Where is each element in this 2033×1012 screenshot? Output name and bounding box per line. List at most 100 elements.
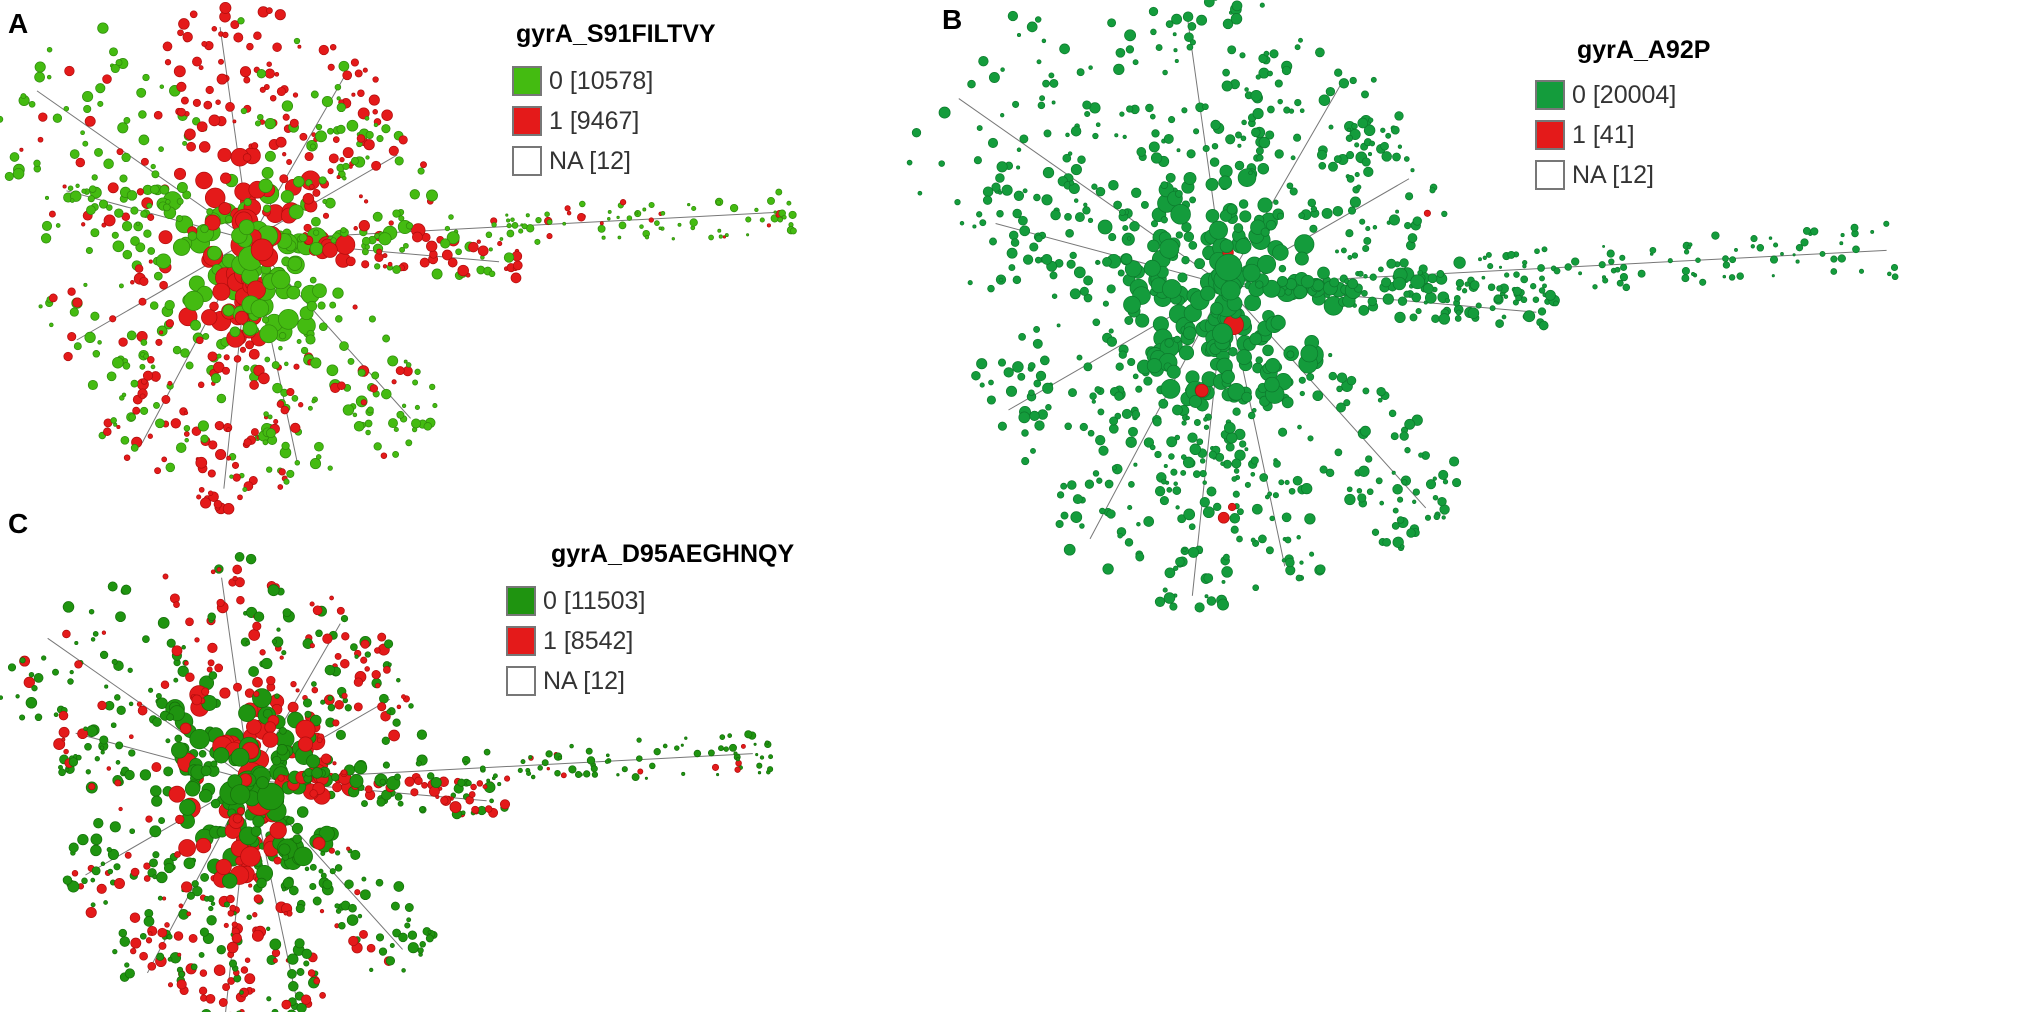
- tree-node: [68, 757, 79, 767]
- tree-node: [184, 437, 189, 443]
- tree-node: [265, 428, 276, 439]
- tree-node: [118, 283, 124, 289]
- tree-node: [271, 755, 282, 766]
- tree-node: [341, 692, 348, 699]
- tree-node: [158, 941, 167, 950]
- tree-node: [282, 608, 292, 618]
- tree-node: [281, 887, 286, 892]
- tree-node: [90, 228, 100, 238]
- tree-node: [631, 773, 640, 782]
- tree-node: [278, 345, 283, 351]
- tree-node: [256, 877, 267, 889]
- tree-node: [157, 617, 170, 629]
- tree-node: [135, 221, 140, 226]
- tree-node: [147, 433, 153, 439]
- tree-node: [20, 93, 27, 100]
- tree-node: [476, 780, 484, 787]
- tree-node: [184, 660, 189, 666]
- tree-node: [107, 868, 114, 875]
- tree-node: [91, 174, 98, 181]
- tree-node: [184, 781, 201, 797]
- tree-node: [215, 858, 232, 875]
- legend-label: 0 [11503]: [543, 586, 646, 615]
- tree-node: [163, 766, 174, 777]
- tree-node: [414, 404, 420, 410]
- tree-node: [178, 18, 190, 30]
- tree-node: [279, 726, 287, 735]
- tree-node: [44, 195, 50, 200]
- tree-node: [334, 850, 341, 856]
- tree-node: [327, 63, 335, 71]
- tree-node: [216, 598, 225, 607]
- tree-node: [693, 749, 702, 758]
- tree-node: [278, 332, 287, 340]
- tree-node: [266, 466, 273, 473]
- tree-node: [375, 933, 385, 942]
- tree-node: [269, 938, 282, 951]
- legend-item: NA [12]: [506, 661, 794, 701]
- tree-node: [116, 424, 121, 430]
- tree-node: [58, 710, 69, 721]
- tree-node: [137, 705, 148, 716]
- tree-node: [37, 136, 44, 143]
- tree-node: [58, 726, 70, 738]
- tree-node: [309, 458, 322, 470]
- tree-node: [753, 742, 757, 746]
- tree-node: [263, 411, 269, 417]
- tree-node: [376, 135, 384, 143]
- tree-node: [138, 110, 147, 119]
- tree-node: [286, 816, 295, 825]
- tree-node: [288, 981, 299, 992]
- tree-node: [287, 701, 299, 713]
- tree-node: [357, 368, 366, 377]
- tree-node: [172, 238, 191, 256]
- tree-node: [202, 332, 210, 340]
- tree-node: [200, 224, 209, 234]
- tree-node: [407, 930, 418, 940]
- tree-node: [492, 773, 498, 779]
- tree-node: [150, 785, 162, 797]
- tree-node: [337, 381, 346, 390]
- tree-node: [293, 37, 301, 45]
- tree-node: [252, 676, 263, 688]
- tree-node: [267, 584, 280, 597]
- tree-node: [371, 160, 382, 171]
- tree-node: [389, 943, 395, 948]
- tree-node: [104, 684, 109, 689]
- tree-node: [15, 694, 20, 699]
- tree-node: [653, 748, 661, 756]
- tree-node: [151, 170, 160, 179]
- tree-node: [681, 771, 686, 776]
- tree-node: [719, 734, 726, 740]
- tree-node: [311, 399, 316, 404]
- tree-node: [38, 304, 43, 309]
- tree-node: [165, 738, 171, 744]
- tree-node: [116, 705, 126, 715]
- tree-node: [130, 867, 140, 877]
- tree-node: [733, 751, 738, 756]
- tree-node: [128, 734, 134, 740]
- tree-node: [85, 906, 97, 919]
- tree-node: [143, 916, 155, 927]
- tree-node: [92, 350, 101, 358]
- tree-node: [334, 700, 344, 710]
- tree-node: [449, 801, 462, 814]
- tree-node: [353, 226, 358, 231]
- tree-node: [334, 83, 342, 91]
- tree-node: [735, 757, 740, 762]
- tree-node: [322, 199, 328, 204]
- tree-node: [332, 782, 343, 793]
- tree-node: [177, 952, 182, 957]
- tree-node: [140, 210, 148, 218]
- tree-node: [320, 872, 327, 879]
- tree-node: [366, 406, 374, 414]
- tree-node: [585, 747, 593, 755]
- tree-node: [136, 87, 147, 98]
- tree-node: [286, 387, 295, 397]
- tree-node: [69, 149, 80, 159]
- tree-node: [28, 100, 36, 108]
- tree-node: [126, 330, 137, 341]
- legend-label: NA [12]: [543, 666, 625, 695]
- tree-node: [83, 726, 88, 731]
- tree-node: [331, 773, 340, 782]
